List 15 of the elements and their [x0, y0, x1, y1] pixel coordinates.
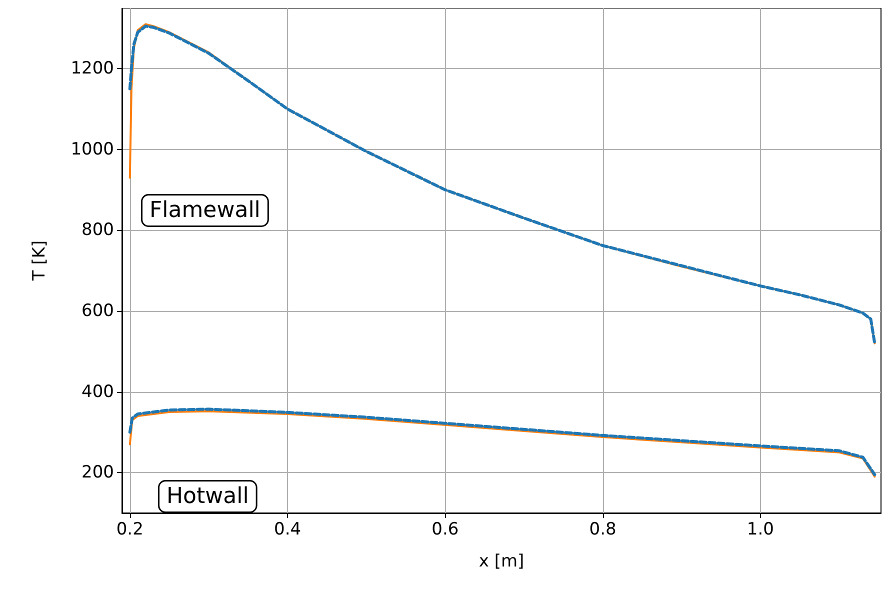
x-tick-label: 0.8 — [589, 520, 616, 540]
y-tick-label: 200 — [82, 462, 114, 483]
y-axis-title: T [K] — [30, 240, 50, 282]
annotation: Flamewall — [150, 198, 260, 223]
x-axis-title: x [m] — [478, 552, 524, 572]
y-tick-label: 1000 — [70, 139, 114, 160]
y-tick-label: 1200 — [70, 58, 114, 79]
annotation: Hotwall — [166, 484, 249, 509]
y-tick-label: 400 — [82, 382, 114, 402]
x-tick-label: 0.6 — [432, 520, 459, 540]
y-tick-label: 600 — [82, 301, 114, 321]
x-tick-label: 1.0 — [746, 520, 774, 540]
x-tick-label: 0.4 — [274, 520, 302, 540]
y-tick-label: 800 — [82, 220, 114, 240]
x-tick-label: 0.2 — [116, 520, 144, 540]
